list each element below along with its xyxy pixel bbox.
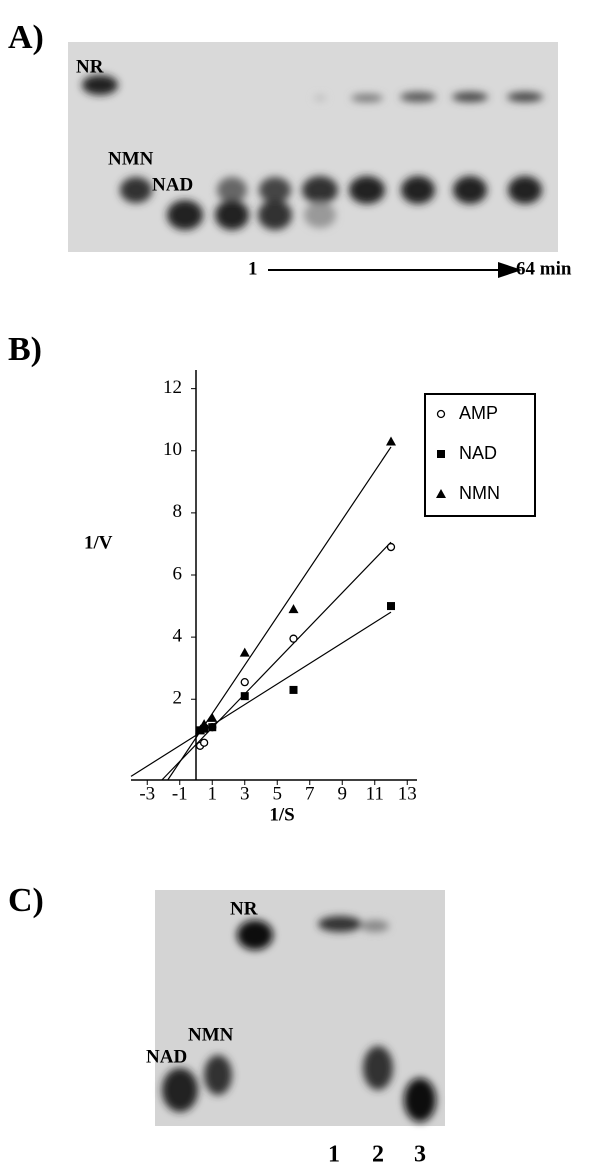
point: [207, 713, 217, 722]
band-label: NMN: [188, 1024, 234, 1045]
legend-label: AMP: [459, 403, 498, 423]
point: [387, 602, 395, 610]
point: [201, 739, 208, 746]
band: [400, 92, 436, 102]
time-start: 1: [248, 258, 258, 279]
legend-marker: [437, 450, 445, 458]
point: [240, 648, 250, 657]
y-tick-label: 4: [173, 625, 183, 646]
panel-label: B): [8, 331, 42, 368]
point: [208, 723, 216, 731]
lane-label: 1: [328, 1142, 340, 1168]
band: [507, 92, 543, 102]
lane-label: 2: [372, 1142, 384, 1168]
x-tick-label: -3: [139, 783, 155, 804]
band-label: NMN: [108, 148, 154, 169]
y-tick-label: 2: [173, 688, 183, 709]
x-tick-label: 5: [273, 783, 283, 804]
band: [162, 1068, 198, 1112]
point: [386, 436, 396, 445]
point: [290, 686, 298, 694]
x-tick-label: 3: [240, 783, 250, 804]
band: [508, 176, 542, 204]
x-tick-label: 9: [338, 783, 348, 804]
y-tick-label: 6: [173, 563, 183, 584]
figure: A) NR NMN NAD 1 64 min B) 24681012-3-113…: [0, 0, 606, 1171]
band-label: NAD: [146, 1046, 187, 1067]
legend-marker: [438, 411, 445, 418]
band: [204, 1055, 232, 1095]
band: [167, 200, 203, 230]
panel-label: C): [8, 882, 44, 919]
band: [120, 177, 152, 203]
band: [363, 1046, 393, 1090]
band: [314, 95, 326, 101]
point: [289, 604, 299, 613]
band: [401, 176, 435, 204]
point: [241, 679, 248, 686]
band: [302, 176, 338, 204]
legend-label: NMN: [459, 483, 500, 503]
band-label: NAD: [152, 174, 193, 195]
band: [215, 200, 249, 230]
point: [388, 544, 395, 551]
point: [241, 692, 249, 700]
band: [304, 202, 336, 228]
y-axis-label: 1/V: [84, 532, 113, 553]
band: [217, 177, 247, 203]
band: [259, 177, 291, 203]
time-end: 64 min: [516, 258, 572, 279]
x-tick-label: 11: [366, 783, 384, 804]
band: [404, 1078, 436, 1122]
x-tick-label: 1: [208, 783, 218, 804]
band: [82, 75, 118, 95]
band: [349, 176, 385, 204]
y-tick-label: 10: [163, 439, 182, 460]
y-tick-label: 8: [173, 501, 183, 522]
fit-line: [131, 612, 391, 776]
x-tick-label: 13: [398, 783, 417, 804]
x-tick-label: -1: [172, 783, 188, 804]
band: [351, 94, 383, 102]
band: [453, 176, 487, 204]
x-axis-label: 1/S: [269, 804, 294, 825]
band: [258, 200, 292, 230]
panel-label: A): [8, 19, 44, 56]
band: [318, 916, 362, 932]
band: [361, 920, 389, 932]
lane-label: 3: [414, 1142, 426, 1168]
band: [452, 92, 488, 102]
x-tick-label: 7: [305, 783, 315, 804]
legend-label: NAD: [459, 443, 497, 463]
y-tick-label: 12: [163, 377, 182, 398]
point: [290, 635, 297, 642]
band-label: NR: [76, 56, 104, 77]
band: [237, 920, 273, 950]
gel: [155, 890, 445, 1126]
band-label: NR: [230, 898, 258, 919]
